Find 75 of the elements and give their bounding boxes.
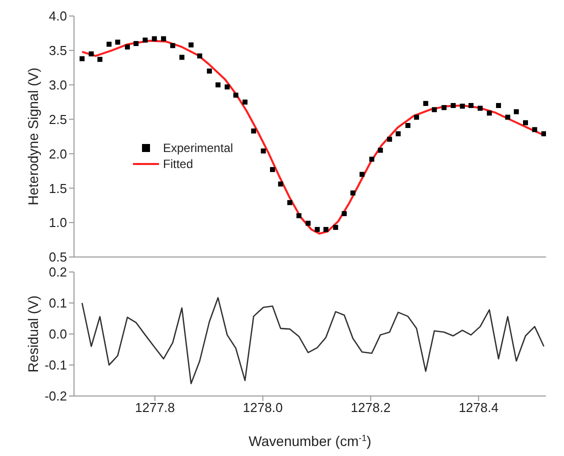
point xyxy=(523,120,528,126)
y-tick-label: 2.0 xyxy=(48,146,67,162)
point xyxy=(486,110,492,116)
y-tick-label: 4.0 xyxy=(48,8,67,24)
point xyxy=(197,53,202,58)
point xyxy=(323,226,328,232)
point xyxy=(460,104,465,109)
point xyxy=(505,114,510,120)
point xyxy=(541,131,546,136)
y-tick-label: -0.2 xyxy=(44,388,67,404)
y-tick-label: -0.1 xyxy=(44,358,67,373)
point xyxy=(423,100,428,106)
point xyxy=(170,43,176,48)
point xyxy=(342,211,347,216)
point xyxy=(216,82,221,88)
point xyxy=(134,41,139,46)
point xyxy=(387,136,392,142)
point xyxy=(88,51,94,56)
point xyxy=(80,56,85,62)
point xyxy=(152,36,157,42)
point xyxy=(142,38,148,43)
point xyxy=(270,167,276,172)
legend-label: Fitted xyxy=(163,157,194,171)
point xyxy=(251,128,256,134)
point xyxy=(514,109,519,114)
point xyxy=(350,190,356,196)
point xyxy=(405,122,410,128)
point xyxy=(432,107,437,112)
point xyxy=(206,68,212,74)
point xyxy=(278,182,284,187)
point xyxy=(260,148,266,154)
point xyxy=(369,156,374,162)
point xyxy=(188,42,194,48)
y-tick-label: 1.0 xyxy=(48,215,67,230)
y-tick-label: 0.0 xyxy=(48,326,67,342)
point xyxy=(468,103,474,108)
point xyxy=(333,224,338,230)
line-series xyxy=(81,297,544,384)
point xyxy=(124,44,130,50)
point xyxy=(97,56,102,62)
point xyxy=(224,84,230,90)
x-axis-title: Wavenumber (cm$^{-1}$) xyxy=(248,433,372,449)
x-tick-label: 1278.0 xyxy=(242,400,283,416)
point xyxy=(442,105,447,110)
point xyxy=(233,92,238,98)
point xyxy=(106,42,112,47)
x-tick-label: 1278.4 xyxy=(458,400,498,416)
y-tick-label: 2.5 xyxy=(48,112,67,127)
point xyxy=(161,36,166,42)
point xyxy=(296,213,302,218)
y-tick-label: 3.0 xyxy=(48,77,67,92)
y-tick-label: 0.5 xyxy=(48,250,67,265)
y-axis-title: Residual (V) xyxy=(25,295,41,373)
point xyxy=(496,103,502,108)
point xyxy=(287,200,292,206)
y-tick-label: 0.2 xyxy=(48,264,67,280)
point xyxy=(532,127,538,132)
y-tick-label: 0.1 xyxy=(48,296,67,311)
y-tick-label: 1.5 xyxy=(48,180,67,196)
point xyxy=(378,148,383,153)
point xyxy=(242,100,248,105)
point xyxy=(306,220,311,226)
point xyxy=(314,226,320,232)
y-axis-title: Heterodyne Signal (V) xyxy=(25,68,41,206)
point xyxy=(478,106,483,111)
x-tick-label: 1278.2 xyxy=(350,400,391,416)
point xyxy=(450,103,456,108)
point xyxy=(179,54,184,60)
point xyxy=(115,40,120,45)
y-tick-label: 3.5 xyxy=(48,43,67,58)
x-tick-label: 1277.8 xyxy=(135,400,175,416)
point xyxy=(396,131,401,136)
point xyxy=(360,172,365,177)
point xyxy=(414,114,420,120)
legend-label: Experimental xyxy=(163,141,234,155)
